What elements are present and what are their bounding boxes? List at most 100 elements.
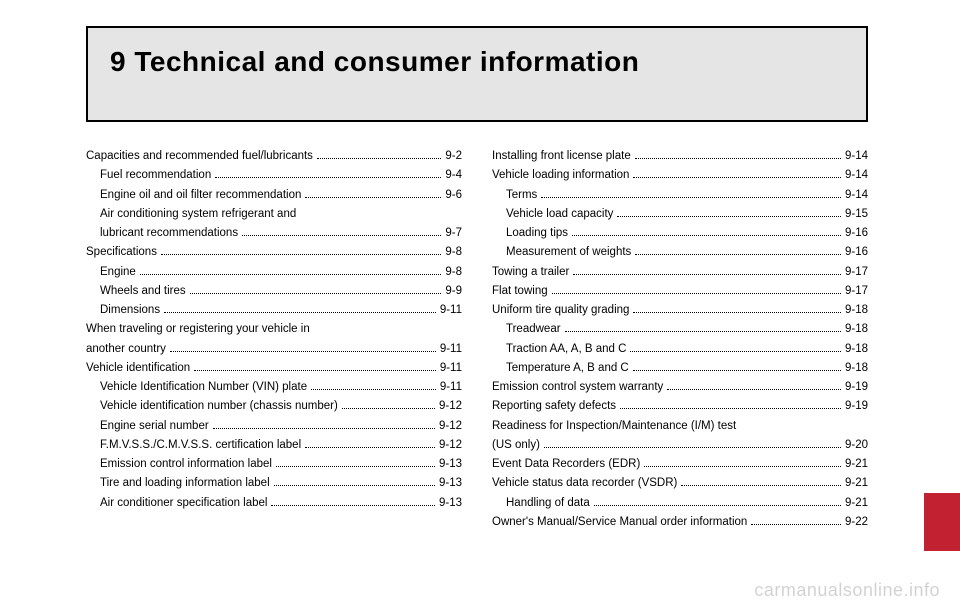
toc-page-number: 9-14 (845, 148, 868, 165)
toc-leader-dots (140, 274, 442, 275)
toc-line: Measurement of weights9-16 (492, 244, 868, 261)
toc-leader-dots (311, 389, 436, 390)
toc-page-number: 9-13 (439, 456, 462, 473)
toc-line: Towing a trailer 9-17 (492, 264, 868, 281)
toc-page-number: 9-22 (845, 514, 868, 531)
toc-line: Flat towing9-17 (492, 283, 868, 300)
toc-leader-dots (617, 216, 841, 217)
toc-leader-dots (305, 197, 441, 198)
toc-line: Vehicle status data recorder (VSDR) 9-21 (492, 475, 868, 492)
toc-line: When traveling or registering your vehic… (86, 321, 462, 338)
toc-leader-dots (276, 466, 435, 467)
toc-page-number: 9-4 (445, 167, 462, 184)
toc-line: another country9-11 (86, 341, 462, 358)
toc-line: Readiness for Inspection/Maintenance (I/… (492, 418, 868, 435)
toc-line: Owner's Manual/Service Manual order info… (492, 514, 868, 531)
toc-leader-dots (552, 293, 841, 294)
toc-leader-dots (572, 235, 841, 236)
toc-line: Terms9-14 (492, 187, 868, 204)
toc-page-number: 9-12 (439, 437, 462, 454)
toc-line: Event Data Recorders (EDR)9-21 (492, 456, 868, 473)
toc-line: Vehicle loading information 9-14 (492, 167, 868, 184)
toc-line: Emission control system warranty9-19 (492, 379, 868, 396)
toc-page-number: 9-21 (845, 495, 868, 512)
toc-page-number: 9-14 (845, 167, 868, 184)
toc-label: Handling of data (506, 495, 590, 512)
toc-label: Vehicle identification (86, 360, 190, 377)
toc-page-number: 9-19 (845, 398, 868, 415)
toc-page-number: 9-6 (445, 187, 462, 204)
toc-page-number: 9-17 (845, 283, 868, 300)
toc-line: Air conditioning system refrigerant and (86, 206, 462, 223)
toc-line: Traction AA, A, B and C9-18 (492, 341, 868, 358)
toc-page-number: 9-19 (845, 379, 868, 396)
toc-leader-dots (594, 505, 841, 506)
toc-label: Treadwear (506, 321, 561, 338)
toc-leader-dots (630, 351, 841, 352)
toc-label: Towing a trailer (492, 264, 569, 281)
toc-label: When traveling or registering your vehic… (86, 321, 310, 338)
toc-page-number: 9-21 (845, 456, 868, 473)
toc-page-number: 9-21 (845, 475, 868, 492)
toc-leader-dots (751, 524, 841, 525)
toc-label: Wheels and tires (100, 283, 186, 300)
toc-leader-dots (681, 485, 841, 486)
toc-line: Capacities and recommended fuel/lubrican… (86, 148, 462, 165)
toc-label: Uniform tire quality grading (492, 302, 629, 319)
toc-page-number: 9-12 (439, 418, 462, 435)
toc-line: Engine oil and oil filter recommendation… (86, 187, 462, 204)
toc-label: Capacities and recommended fuel/lubrican… (86, 148, 313, 165)
toc-leader-dots (573, 274, 841, 275)
toc-label: Reporting safety defects (492, 398, 616, 415)
toc-line: Specifications 9-8 (86, 244, 462, 261)
toc-leader-dots (544, 447, 841, 448)
toc-page-number: 9-18 (845, 341, 868, 358)
toc-leader-dots (633, 177, 841, 178)
toc-page-number: 9-11 (440, 341, 462, 358)
chapter-header: 9 Technical and consumer information (86, 26, 868, 122)
toc-page-number: 9-7 (445, 225, 462, 242)
toc-leader-dots (644, 466, 841, 467)
toc-page-number: 9-12 (439, 398, 462, 415)
toc-label: Vehicle status data recorder (VSDR) (492, 475, 677, 492)
toc-line: Vehicle identification number (chassis n… (86, 398, 462, 415)
toc-label: Installing front license plate (492, 148, 631, 165)
toc-leader-dots (213, 428, 435, 429)
toc-leader-dots (633, 312, 841, 313)
toc-line: Fuel recommendation 9-4 (86, 167, 462, 184)
toc-page-number: 9-11 (440, 379, 462, 396)
toc-label: Readiness for Inspection/Maintenance (I/… (492, 418, 736, 435)
toc-label: Air conditioner specification label (100, 495, 267, 512)
toc-label: Terms (506, 187, 537, 204)
toc-leader-dots (565, 331, 841, 332)
toc-column-left: Capacities and recommended fuel/lubrican… (86, 148, 462, 533)
toc-page-number: 9-2 (445, 148, 462, 165)
toc-line: Vehicle load capacity9-15 (492, 206, 868, 223)
toc-column-right: Installing front license plate9-14Vehicl… (492, 148, 868, 533)
toc-label: Vehicle loading information (492, 167, 629, 184)
toc-line: Vehicle Identification Number (VIN) plat… (86, 379, 462, 396)
toc-line: Uniform tire quality grading9-18 (492, 302, 868, 319)
toc-label: Loading tips (506, 225, 568, 242)
toc-page-number: 9-16 (845, 225, 868, 242)
watermark: carmanualsonline.info (754, 580, 940, 601)
toc-leader-dots (161, 254, 441, 255)
toc-page-number: 9-17 (845, 264, 868, 281)
toc-line: Handling of data 9-21 (492, 495, 868, 512)
toc-line: Tire and loading information label9-13 (86, 475, 462, 492)
toc-label: Engine serial number (100, 418, 209, 435)
toc-leader-dots (170, 351, 436, 352)
toc-leader-dots (541, 197, 841, 198)
toc-line: Dimensions9-11 (86, 302, 462, 319)
toc-label: F.M.V.S.S./C.M.V.S.S. certification labe… (100, 437, 301, 454)
toc-line: Emission control information label9-13 (86, 456, 462, 473)
section-tab (924, 493, 960, 551)
toc-line: Engine9-8 (86, 264, 462, 281)
toc-line: Temperature A, B and C9-18 (492, 360, 868, 377)
toc-page-number: 9-8 (445, 244, 462, 261)
page: 9 Technical and consumer information Cap… (0, 0, 960, 611)
toc-label: Specifications (86, 244, 157, 261)
toc-label: Vehicle load capacity (506, 206, 613, 223)
toc-line: Reporting safety defects 9-19 (492, 398, 868, 415)
toc-label: Fuel recommendation (100, 167, 211, 184)
